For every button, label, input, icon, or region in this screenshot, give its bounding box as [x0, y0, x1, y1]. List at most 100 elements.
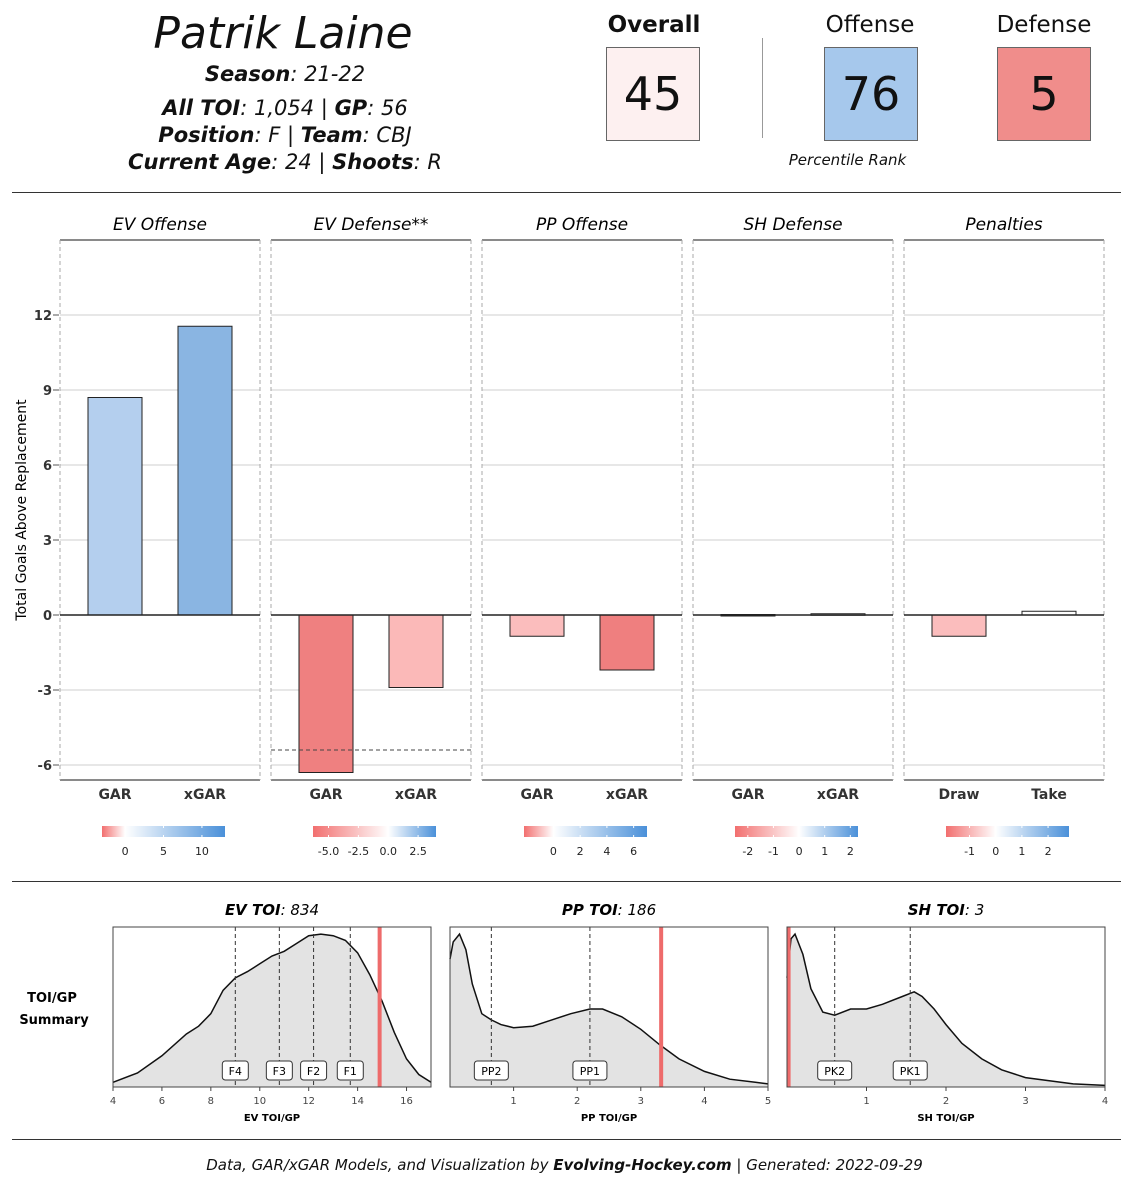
- x-tick-label: xGAR: [395, 787, 437, 803]
- toi-title-colon: :: [965, 901, 975, 919]
- toi-title-value: 3: [975, 901, 985, 919]
- age-label: Current Age: [128, 150, 272, 174]
- toi-panel-frame: [112, 926, 432, 1088]
- legend-tick-label: 1: [821, 845, 828, 858]
- legend-tick-label: 4: [603, 845, 610, 858]
- divider-bottom: [12, 1139, 1121, 1140]
- y-tick-label: 6: [43, 459, 52, 474]
- position-team-line: Position: F | Team: CBJ: [158, 123, 412, 147]
- legend-tick-label: 0: [992, 845, 999, 858]
- y-tick-label: 3: [43, 534, 52, 549]
- offense-rank-box: 76: [824, 47, 918, 141]
- panel-title: PP Offense: [536, 215, 628, 235]
- season-label: Season: [204, 62, 291, 86]
- x-tick-label: 3: [638, 1096, 644, 1107]
- legend-tick-label: -1: [964, 845, 975, 858]
- y-tick-label: 12: [34, 309, 52, 324]
- toi-title-label: PP TOI: [562, 901, 618, 919]
- x-tick-label: 2: [574, 1096, 580, 1107]
- footer-suffix: | Generated: 2022-09-29: [731, 1156, 923, 1174]
- marker-label-box: [892, 1060, 928, 1081]
- overall-rank-box: 45: [606, 47, 700, 141]
- legend-tick-label: -2.5: [348, 845, 369, 858]
- x-tick-label: 3: [1022, 1096, 1028, 1107]
- x-axis-label: PP TOI/GP: [581, 1113, 637, 1124]
- density-area: [787, 934, 1105, 1087]
- legend-tick-label: 6: [630, 845, 637, 858]
- legend-tick-label: 2.5: [409, 845, 427, 858]
- legend-color-bar: [524, 826, 647, 837]
- marker-label: F1: [344, 1065, 357, 1078]
- x-tick-label: 8: [208, 1096, 214, 1107]
- density-line: [449, 932, 769, 1085]
- marker-label-box: [221, 1060, 249, 1081]
- legend-color-bar: [313, 826, 436, 837]
- toi-value: 1,054: [254, 96, 315, 120]
- toi-title-colon: :: [281, 901, 291, 919]
- legend-tick-label: 0: [550, 845, 557, 858]
- legend-tick-label: -5.0: [318, 845, 339, 858]
- marker-label-box: [572, 1060, 608, 1081]
- x-axis-label: EV TOI/GP: [244, 1113, 300, 1124]
- player-name: Patrik Laine: [153, 8, 413, 59]
- toi-panel-title: SH TOI: 3: [908, 901, 985, 919]
- legend-color-bar: [102, 826, 225, 837]
- x-tick-label: xGAR: [184, 787, 226, 803]
- shoots-value: R: [427, 150, 442, 174]
- marker-label: F4: [229, 1065, 242, 1078]
- marker-label-box: [300, 1060, 328, 1081]
- x-tick-label: GAR: [520, 787, 553, 803]
- toi-title-label: EV TOI: [225, 901, 281, 919]
- x-tick-label: 4: [110, 1096, 116, 1107]
- x-tick-label: 16: [400, 1096, 413, 1107]
- marker-label-box: [473, 1060, 509, 1081]
- defense-label: Defense: [996, 12, 1092, 38]
- legend-color-bar: [946, 826, 1069, 837]
- x-tick-label: 4: [701, 1096, 707, 1107]
- y-tick-label: -3: [38, 684, 52, 699]
- rank-divider: [762, 38, 763, 138]
- legend-tick-label: 0.0: [379, 845, 397, 858]
- x-tick-label: 14: [351, 1096, 364, 1107]
- y-tick-label: 0: [43, 609, 52, 624]
- marker-label: PP2: [481, 1065, 501, 1078]
- gp-value: 56: [380, 96, 408, 120]
- density-line: [786, 932, 1106, 1087]
- footer-prefix: Data, GAR/xGAR Models, and Visualization…: [206, 1156, 554, 1174]
- x-axis-label: SH TOI/GP: [917, 1113, 974, 1124]
- marker-label-box: [336, 1060, 364, 1081]
- bar-gar: [509, 614, 565, 637]
- toi-panel-title: PP TOI: 186: [562, 901, 656, 919]
- x-tick-label: 12: [302, 1096, 315, 1107]
- x-tick-label: 4: [1102, 1096, 1108, 1107]
- bar-gar: [87, 397, 143, 616]
- toi-panel-title: EV TOI: 834: [225, 901, 319, 919]
- legend-tick-label: 0: [122, 845, 129, 858]
- legend-tick-label: 2: [1045, 845, 1052, 858]
- toi-title-colon: :: [618, 901, 628, 919]
- x-tick-label: 6: [159, 1096, 165, 1107]
- y-tick-label: 9: [43, 384, 52, 399]
- density-area: [450, 934, 768, 1087]
- gp-label: GP: [334, 96, 368, 120]
- bar-xgar: [599, 614, 655, 671]
- toi-gp-line: All TOI: 1,054 | GP: 56: [162, 96, 408, 120]
- x-tick-label: 1: [863, 1096, 869, 1107]
- legend-tick-label: 10: [195, 845, 209, 858]
- legend-tick-label: 1: [1018, 845, 1025, 858]
- legend-tick-label: 2: [847, 845, 854, 858]
- marker-label: PK1: [900, 1065, 921, 1078]
- bar-xgar: [177, 325, 233, 616]
- season-value: 21-22: [304, 62, 366, 86]
- x-tick-label: Draw: [939, 787, 980, 803]
- toi-title-label: SH TOI: [908, 901, 966, 919]
- position-label: Position: [158, 123, 255, 147]
- legend-tick-label: 5: [160, 845, 167, 858]
- shoots-label: Shoots: [332, 150, 414, 174]
- marker-label: PP1: [580, 1065, 600, 1078]
- toi-label: All TOI: [162, 96, 241, 120]
- age-value: 24: [284, 150, 312, 174]
- legend-tick-label: 0: [796, 845, 803, 858]
- row-label: Summary: [19, 1013, 89, 1028]
